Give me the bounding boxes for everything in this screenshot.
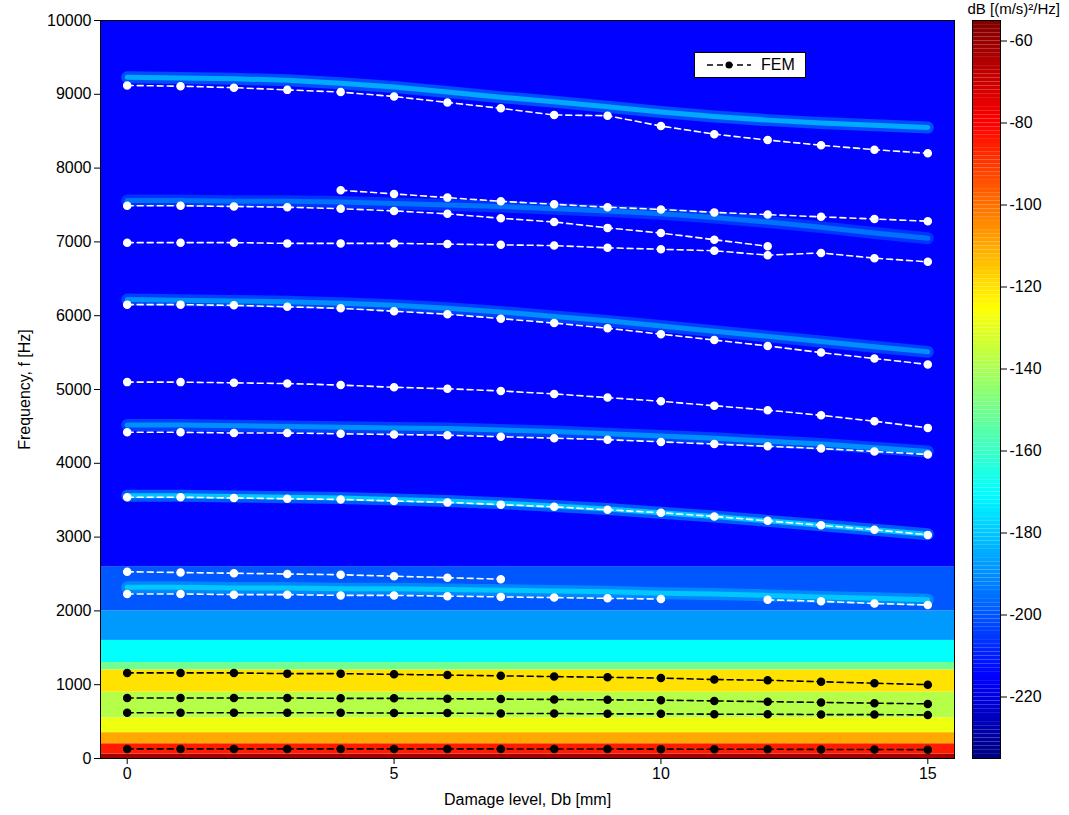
svg-text:-120: -120 <box>1010 278 1042 295</box>
svg-text:4000: 4000 <box>56 454 92 471</box>
svg-text:5000: 5000 <box>56 381 92 398</box>
svg-text:-180: -180 <box>1010 524 1042 541</box>
svg-text:2000: 2000 <box>56 602 92 619</box>
svg-text:Frequency, f [Hz]: Frequency, f [Hz] <box>16 329 33 450</box>
svg-text:8000: 8000 <box>56 159 92 176</box>
html-text:FEM: FEM <box>761 56 795 73</box>
svg-text:-80: -80 <box>1010 114 1033 131</box>
svg-text:1000: 1000 <box>56 676 92 693</box>
svg-text:-140: -140 <box>1010 360 1042 377</box>
svg-text:3000: 3000 <box>56 528 92 545</box>
html-text:dB [(m/s)²/Hz]: dB [(m/s)²/Hz] <box>967 0 1060 17</box>
svg-text:9000: 9000 <box>56 85 92 102</box>
svg-text:0: 0 <box>83 750 92 767</box>
svg-text:-220: -220 <box>1010 688 1042 705</box>
svg-text:-100: -100 <box>1010 196 1042 213</box>
svg-text:-60: -60 <box>1010 32 1033 49</box>
svg-text:15: 15 <box>919 765 937 782</box>
svg-text:6000: 6000 <box>56 307 92 324</box>
svg-text:-200: -200 <box>1010 606 1042 623</box>
svg-text:0: 0 <box>123 765 132 782</box>
svg-text:10000: 10000 <box>47 12 92 29</box>
svg-text:5: 5 <box>390 765 399 782</box>
svg-text:7000: 7000 <box>56 233 92 250</box>
svg-text:Damage level, Db [mm]: Damage level, Db [mm] <box>444 791 611 808</box>
svg-text:-160: -160 <box>1010 442 1042 459</box>
svg-text:10: 10 <box>652 765 670 782</box>
